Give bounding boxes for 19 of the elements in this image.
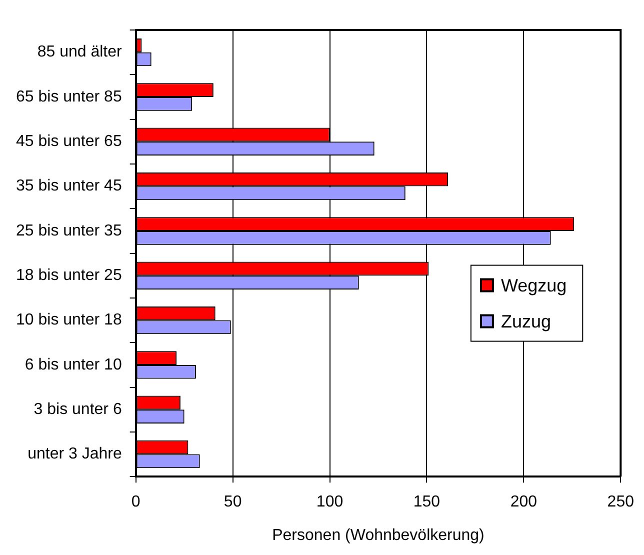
x-tick-label: 0 bbox=[131, 494, 140, 511]
y-tick-label: 25 bis unter 35 bbox=[16, 222, 122, 240]
x-tick-label: 250 bbox=[607, 494, 634, 511]
legend-label: Wegzug bbox=[500, 275, 567, 296]
y-tick-label: 6 bis unter 10 bbox=[24, 356, 122, 374]
legend-label: Zuzug bbox=[500, 311, 551, 332]
y-tick-label: 18 bis unter 25 bbox=[16, 267, 122, 284]
x-axis-title: Personen (Wohnbevölkerung) bbox=[272, 526, 484, 544]
y-tick-label: 3 bis unter 6 bbox=[34, 401, 122, 418]
x-tick-label: 200 bbox=[510, 494, 538, 511]
y-tick-label: 45 bis unter 65 bbox=[16, 133, 122, 150]
y-tick-label: 35 bis unter 45 bbox=[16, 178, 122, 195]
y-tick-label: 85 und älter bbox=[37, 44, 123, 61]
y-tick-label: unter 3 Jahre bbox=[28, 446, 122, 463]
x-tick-label: 150 bbox=[413, 494, 440, 511]
y-tick-label: 65 bis unter 85 bbox=[16, 88, 122, 106]
x-tick-label: 100 bbox=[316, 494, 344, 511]
y-tick-label: 10 bis unter 18 bbox=[16, 312, 122, 329]
x-tick-label: 50 bbox=[224, 494, 242, 511]
